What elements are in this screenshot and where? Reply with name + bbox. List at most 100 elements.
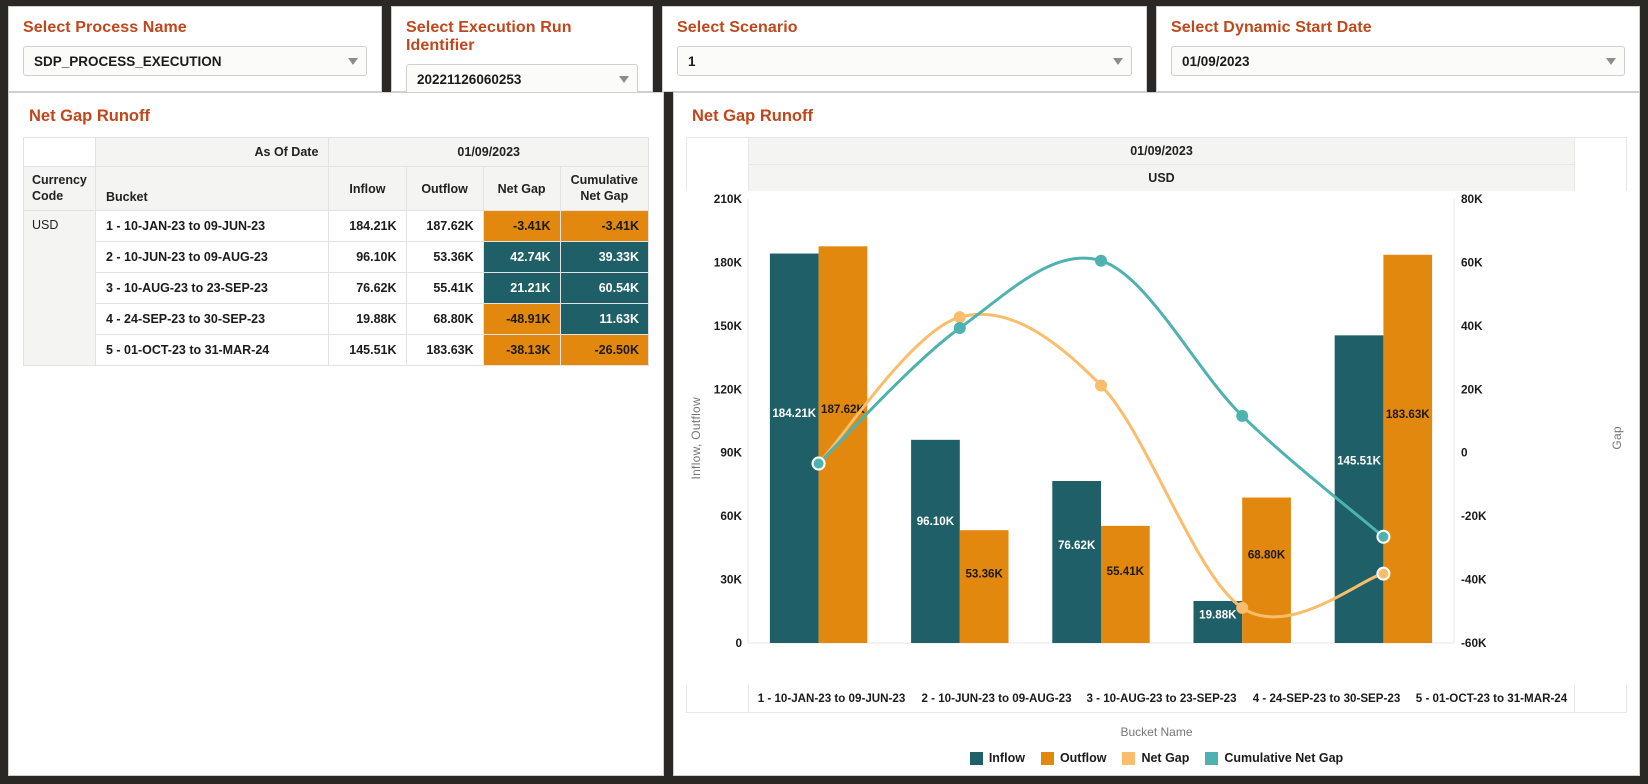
select-dynamic-start-date[interactable]: 01/09/2023 — [1171, 46, 1625, 76]
table-cell-bucket: 2 - 10-JUN-23 to 09-AUG-23 — [94, 241, 330, 274]
x-axis-right-corner — [1574, 685, 1626, 712]
y-axis-tick-left: 180K — [714, 255, 743, 269]
legend-label: Cumulative Net Gap — [1224, 751, 1344, 765]
point-net-gap[interactable] — [1095, 379, 1107, 392]
bar-inflow[interactable] — [1334, 335, 1384, 643]
table-row[interactable]: 4 - 24-SEP-23 to 30-SEP-23 19.88K 68.80K -4… — [24, 303, 650, 336]
point-cumulative-net-gap[interactable] — [1376, 529, 1391, 544]
table-cell-inflow: 76.62K — [328, 272, 407, 305]
select-execution-run-identifier-value: 20221126060253 — [417, 71, 522, 87]
select-dynamic-start-date-value: 01/09/2023 — [1182, 53, 1250, 69]
point-net-gap[interactable] — [953, 311, 966, 324]
chart-plot-wrapper: Inflow, Outflow 0 30K 60K 90K 120K 150K 180K 21… — [686, 191, 1627, 685]
x-axis-labels: 1 - 10-JAN-23 to 09-JUN-23 2 - 10-JUN-23 … — [749, 685, 1574, 712]
filter-label-dynamic-start-date: Select Dynamic Start Date — [1171, 19, 1372, 36]
point-cumulative-net-gap[interactable] — [953, 321, 966, 334]
legend-item[interactable]: Inflow — [969, 751, 1025, 765]
table-body: USD 1 - 10-JAN-23 to 09-JUN-23 184.21K 187.… — [23, 210, 650, 367]
select-process-name[interactable]: SDP_PROCESS_EXECUTION — [23, 46, 367, 76]
table-header-currency-code-line1: Currency — [32, 173, 87, 187]
table-row[interactable]: 5 - 01-OCT-23 to 31-MAR-24 145.51K 183.63K… — [24, 334, 650, 367]
y-axis-tick-right: -20K — [1461, 509, 1486, 523]
table-cell-currency-code: USD — [23, 210, 96, 367]
filter-dynamic-start-date: Select Dynamic Start Date 01/09/2023 — [1156, 6, 1640, 92]
y-axis-tick-right: 40K — [1461, 319, 1483, 333]
x-axis-tick-label: 5 - 01-OCT-23 to 31-MAR-24 — [1415, 692, 1568, 705]
bar-label-outflow: 53.36K — [965, 568, 1003, 581]
filter-label-scenario: Select Scenario — [677, 19, 798, 36]
table-cell-outflow: 55.41K — [405, 272, 484, 305]
point-cumulative-net-gap[interactable] — [811, 456, 826, 471]
y-axis-tick-left: 0 — [735, 636, 742, 650]
net-gap-runoff-chart-panel: Net Gap Runoff 01/09/2023 USD Inflow, Ou… — [673, 92, 1640, 776]
y-axis-tick-right: 0 — [1461, 446, 1468, 460]
point-cumulative-net-gap[interactable] — [1095, 254, 1107, 267]
y-axis-tick-left: 210K — [714, 192, 743, 206]
bar-inflow[interactable] — [911, 439, 960, 643]
bar-outflow[interactable] — [818, 246, 868, 643]
bar-label-inflow: 96.10K — [917, 515, 955, 528]
table-header-outflow: Outflow — [405, 165, 484, 212]
bar-outflow[interactable] — [959, 530, 1009, 643]
bar-outflow[interactable] — [1383, 254, 1433, 643]
bar-outflow[interactable] — [1242, 497, 1291, 643]
legend-item[interactable]: Outflow — [1040, 751, 1106, 765]
table-cell-inflow: 96.10K — [328, 241, 407, 274]
table-row[interactable]: 2 - 10-JUN-23 to 09-AUG-23 96.10K 53.36K 42… — [24, 241, 650, 274]
table-header-inflow: Inflow — [328, 165, 407, 212]
x-axis-band: 1 - 10-JAN-23 to 09-JUN-23 2 - 10-JUN-23 … — [686, 685, 1627, 713]
y-axis-tick-right: 80K — [1461, 192, 1483, 206]
point-net-gap[interactable] — [1236, 601, 1249, 614]
bar-label-inflow: 76.62K — [1058, 539, 1096, 552]
net-gap-runoff-chart[interactable]: 0 30K 60K 90K 120K 150K 180K 210K -60K -40K -20K 0 2… — [706, 191, 1486, 651]
page-title-chart: Net Gap Runoff — [692, 107, 813, 125]
table-cell-inflow: 145.51K — [328, 334, 407, 367]
net-gap-runoff-table: As Of Date 01/09/2023 Currency Code Buck… — [23, 137, 650, 367]
table-cell-outflow: 53.36K — [405, 241, 484, 274]
table-row[interactable]: 3 - 10-AUG-23 to 23-SEP-23 76.62K 55.41K 21… — [24, 272, 650, 305]
table-cell-cumulative-net-gap: 11.63K — [559, 303, 650, 336]
x-axis-title: Bucket Name — [1120, 725, 1193, 739]
x-axis-tick-label: 4 - 24-SEP-23 to 30-SEP-23 — [1252, 692, 1401, 705]
table-row[interactable]: USD 1 - 10-JAN-23 to 09-JUN-23 184.21K 187.… — [23, 210, 650, 367]
filter-label-process-name: Select Process Name — [23, 19, 187, 36]
x-axis-tick-label: 3 - 10-AUG-23 to 23-SEP-23 — [1086, 692, 1237, 705]
legend-item[interactable]: Cumulative Net Gap — [1205, 751, 1343, 765]
table-cell-cumulative-net-gap: -26.50K — [559, 334, 650, 367]
bar-inflow[interactable] — [769, 253, 819, 643]
y-axis-tick-left: 90K — [720, 446, 742, 460]
y-axis-tick-left: 30K — [720, 573, 742, 587]
bar-outflow[interactable] — [1101, 525, 1150, 643]
table-cell-bucket: 5 - 01-OCT-23 to 31-MAR-24 — [94, 334, 330, 367]
legend-swatch — [1122, 751, 1136, 765]
select-scenario-value: 1 — [688, 53, 696, 69]
table-header-currency-code: Currency Code — [23, 165, 96, 212]
select-scenario[interactable]: 1 — [677, 46, 1132, 76]
table-header-blank — [23, 137, 96, 167]
y-axis-title-right: Gap — [1607, 191, 1627, 685]
legend-item[interactable]: Net Gap — [1122, 751, 1189, 765]
dashboard-body: Net Gap Runoff As Of Date 01/09/2023 Cur… — [0, 92, 1648, 784]
y-axis-tick-left: 120K — [714, 382, 743, 396]
bar-label-inflow: 145.51K — [1337, 455, 1381, 468]
table-cell-net-gap: 42.74K — [482, 241, 561, 274]
select-execution-run-identifier[interactable]: 20221126060253 — [406, 64, 638, 94]
table-header-cumulative-line2: Net Gap — [580, 188, 629, 203]
table-cell-bucket: 3 - 10-AUG-23 to 23-SEP-23 — [94, 272, 330, 305]
chevron-down-icon — [1113, 57, 1123, 65]
table-header-cumulative-net-gap: Cumulative Net Gap — [559, 165, 650, 212]
bar-inflow[interactable] — [1052, 481, 1101, 643]
table-header-bucket: Bucket — [94, 165, 330, 212]
y-axis-title-left-label: Inflow, Outflow — [689, 396, 703, 480]
table-header-currency-code-line2: Code — [32, 188, 64, 203]
bar-inflow[interactable] — [1193, 600, 1243, 643]
chart-header-stack: 01/09/2023 USD — [749, 138, 1574, 191]
point-net-gap[interactable] — [1376, 566, 1391, 581]
y-axis-title-right-label: Gap — [1610, 426, 1624, 450]
y-axis-tick-left: 150K — [714, 319, 743, 333]
point-cumulative-net-gap[interactable] — [1236, 409, 1249, 422]
page-title-table: Net Gap Runoff — [29, 107, 150, 125]
chart-header-right-corner — [1574, 138, 1626, 191]
table-cell-cumulative-net-gap: 39.33K — [559, 241, 650, 274]
table-header-asof-row: As Of Date 01/09/2023 — [23, 137, 649, 167]
